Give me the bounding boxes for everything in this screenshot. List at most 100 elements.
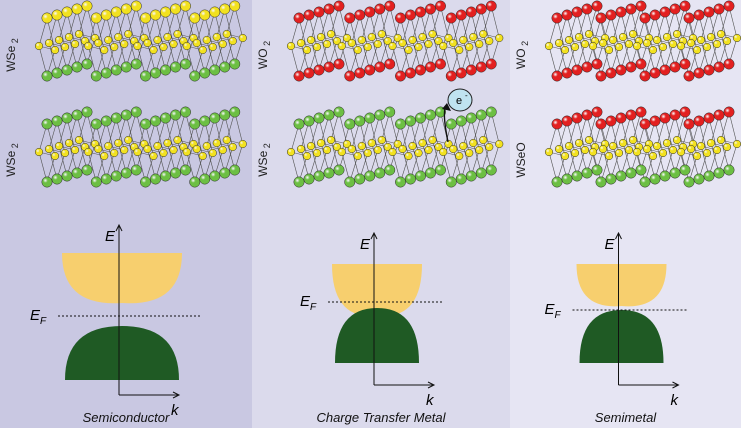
oxygen-atom <box>384 58 396 70</box>
tungsten-atom <box>455 45 464 55</box>
tungsten-atom <box>598 38 608 48</box>
selenium-atom <box>615 170 627 182</box>
tungsten-atom <box>444 139 453 149</box>
layer-label: WO 2 <box>256 41 272 69</box>
bond <box>708 11 718 45</box>
bond <box>400 17 409 51</box>
bond <box>674 114 684 148</box>
electron-label: e <box>456 95 462 107</box>
selenium-atom <box>303 173 315 185</box>
tungsten-atom <box>312 148 322 158</box>
oxygen-atom <box>581 109 593 121</box>
momentum-label: k <box>671 392 680 409</box>
tungsten-atom <box>434 142 443 152</box>
tungsten-atom <box>702 148 712 158</box>
tungsten-atom <box>722 142 732 152</box>
bond <box>214 11 224 45</box>
momentum-arrow <box>672 381 680 389</box>
tungsten-atom <box>149 45 158 55</box>
bottom-layer <box>286 106 504 188</box>
bond <box>86 5 96 39</box>
selenium-atom <box>551 176 563 188</box>
tungsten-atom <box>306 35 316 45</box>
tungsten-atom <box>608 141 618 151</box>
selenium-atom <box>313 112 325 124</box>
panel-background <box>510 0 741 428</box>
oxygen-atom <box>703 6 715 18</box>
oxygen-atom <box>485 0 497 12</box>
tungsten-atom <box>428 135 437 145</box>
tungsten-atom <box>357 35 366 45</box>
tungsten-atom <box>672 29 682 39</box>
selenium-atom <box>100 115 112 127</box>
selenium-atom <box>395 176 406 188</box>
selenium-atom <box>625 167 637 179</box>
momentum-arrow <box>172 391 181 399</box>
oxygen-atom <box>465 6 477 18</box>
oxygen-atom <box>551 118 563 130</box>
bond <box>470 11 480 45</box>
conduction-band <box>62 253 182 304</box>
selenium-atom <box>405 173 416 185</box>
oxygen-atom <box>313 6 325 18</box>
selenium-atom <box>219 167 231 179</box>
tungsten-atom <box>222 135 231 145</box>
tungsten-atom <box>377 29 386 39</box>
bond <box>728 5 738 39</box>
selenium-atom <box>425 109 436 121</box>
tungsten-atom <box>580 39 590 49</box>
panel-semiconductor: WSe 2 WSe 2 Ek EF Semiconductor <box>0 0 252 428</box>
selenium-atom <box>229 106 241 118</box>
bond <box>610 14 620 48</box>
momentum-arrow <box>427 381 436 389</box>
tungsten-atom <box>686 144 696 154</box>
tungsten-atom <box>648 45 658 55</box>
tungsten-atom <box>316 138 326 148</box>
bond <box>654 120 664 154</box>
oxygen-atom <box>485 58 497 70</box>
selenium-atom <box>209 112 221 124</box>
tungsten-atom <box>337 41 346 51</box>
tungsten-atom <box>326 29 336 39</box>
tungsten-atom <box>163 138 172 148</box>
tungsten-atom <box>696 141 706 151</box>
selenium-atom <box>130 106 142 118</box>
top-layer <box>286 0 504 82</box>
valence-band <box>335 308 419 363</box>
bond <box>95 17 105 51</box>
tungsten-atom <box>312 42 322 52</box>
tungsten-atom <box>459 35 468 45</box>
bond <box>234 111 244 145</box>
oxygen-atom <box>333 0 345 12</box>
tungsten-atom <box>475 145 484 155</box>
oxygen-atom <box>323 61 335 73</box>
tungsten-atom <box>54 141 64 151</box>
tungsten-atom <box>70 145 80 155</box>
tungsten-atom <box>439 41 448 51</box>
layer-label: WSeO <box>514 142 528 177</box>
oxygen-atom <box>405 67 416 79</box>
selenium-atom <box>445 176 457 188</box>
selenium-atom <box>71 109 83 121</box>
tungsten-atom <box>34 41 44 51</box>
selenium-atom <box>150 67 161 79</box>
tungsten-atom <box>404 151 413 161</box>
bond <box>66 11 76 45</box>
tungsten-atom <box>60 42 70 52</box>
oxygen-atom <box>605 115 617 127</box>
conduction-band <box>576 264 667 307</box>
tungsten-atom <box>598 144 608 154</box>
tungsten-atom <box>672 135 682 145</box>
selenium-atom <box>150 115 161 127</box>
selenium-atom <box>581 167 593 179</box>
bond-lines <box>290 5 500 77</box>
tungsten-atom <box>228 36 237 46</box>
bond <box>56 14 66 48</box>
oxygen-atom <box>591 106 603 118</box>
selenium-atom <box>140 118 151 130</box>
oxygen-atom <box>723 106 735 118</box>
oxygen-atom <box>625 61 637 73</box>
tungsten-atom <box>192 144 201 154</box>
panel-semimetal: WO 2 WSeO Ek EF Semimetal <box>510 0 741 428</box>
